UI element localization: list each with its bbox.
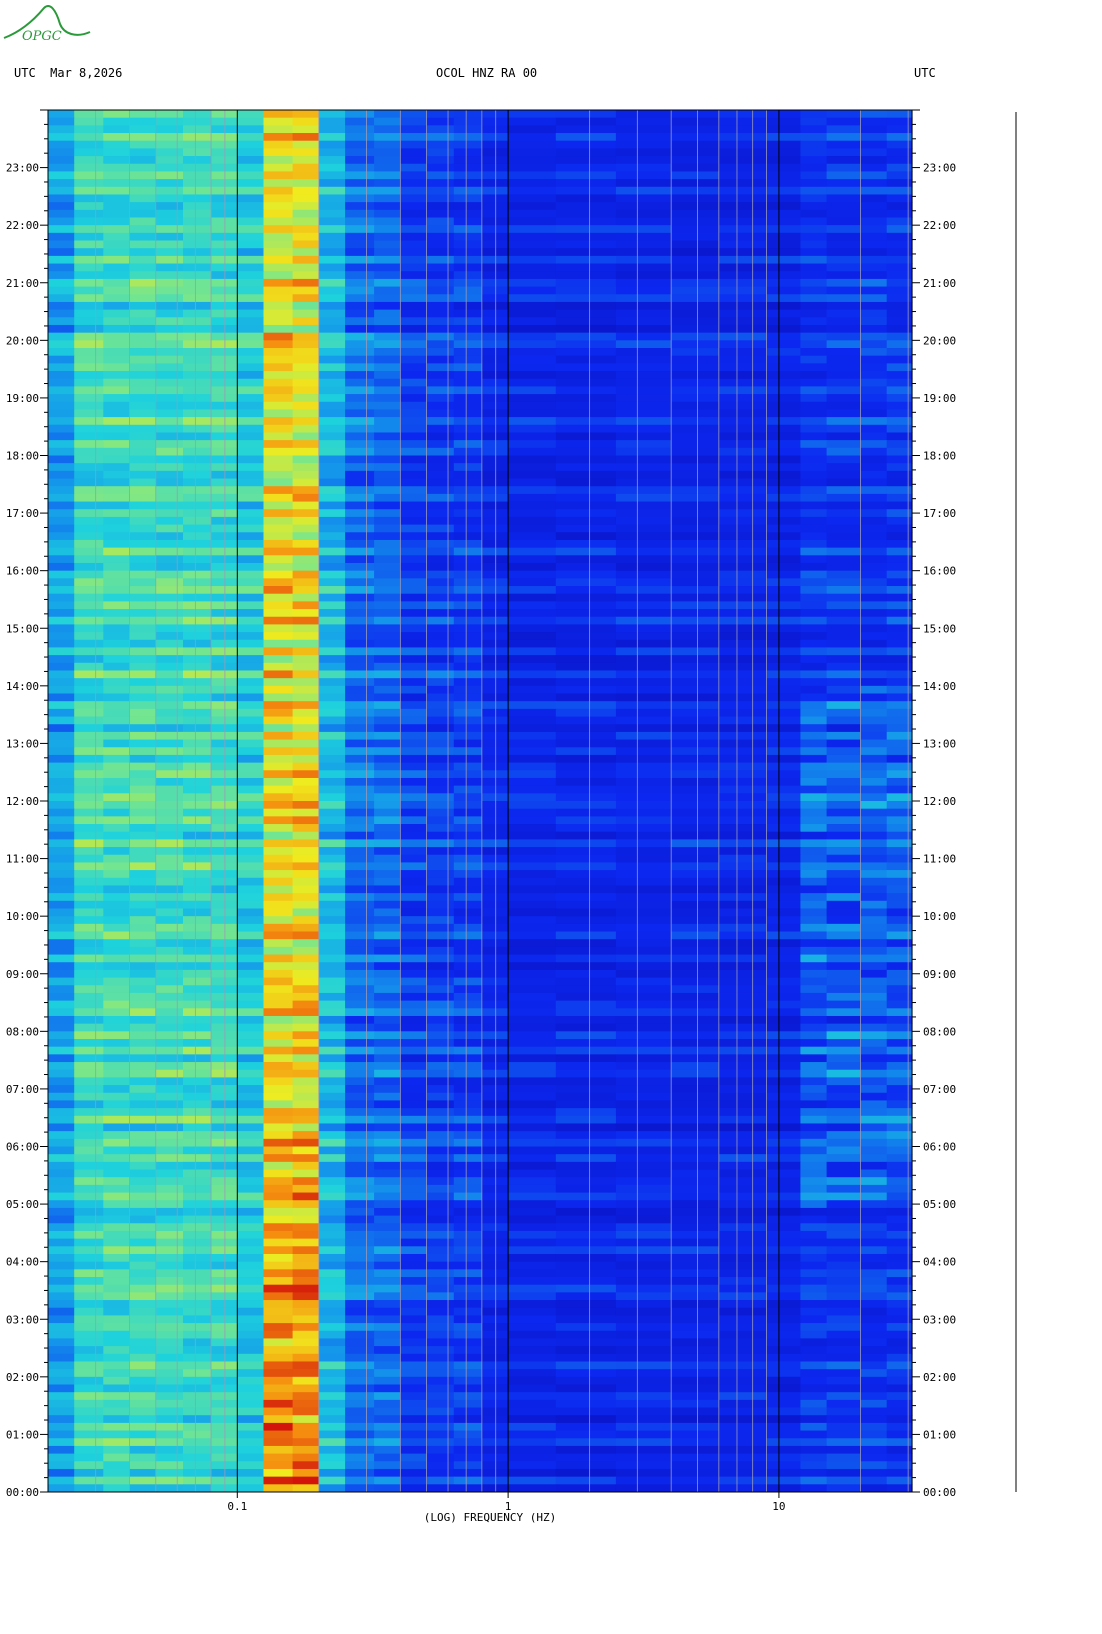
- time-tick-label-right: 00:00: [923, 1486, 956, 1499]
- time-tick-label-left: 06:00: [6, 1141, 39, 1154]
- time-tick-label-left: 13:00: [6, 737, 39, 750]
- time-tick-label-left: 16:00: [6, 565, 39, 578]
- time-tick-label-right: 03:00: [923, 1313, 956, 1326]
- time-tick-label-right: 08:00: [923, 1025, 956, 1038]
- time-tick-label-right: 02:00: [923, 1371, 956, 1384]
- time-tick-label-right: 06:00: [923, 1141, 956, 1154]
- time-tick-label-right: 16:00: [923, 565, 956, 578]
- time-tick-label-left: 02:00: [6, 1371, 39, 1384]
- frequency-tick-label: 0.1: [227, 1500, 247, 1513]
- time-tick-label-right: 01:00: [923, 1428, 956, 1441]
- time-tick-label-right: 04:00: [923, 1256, 956, 1269]
- time-tick-label-right: 13:00: [923, 737, 956, 750]
- time-tick-label-right: 14:00: [923, 680, 956, 693]
- time-tick-label-right: 11:00: [923, 853, 956, 866]
- logo-text: OPGC: [22, 29, 62, 44]
- time-tick-label-right: 10:00: [923, 910, 956, 923]
- header-right-label: UTC: [914, 66, 936, 80]
- frequency-gridlines: [95, 110, 909, 1492]
- time-tick-label-right: 12:00: [923, 795, 956, 808]
- time-tick-label-right: 07:00: [923, 1083, 956, 1096]
- time-tick-label-left: 19:00: [6, 392, 39, 405]
- time-tick-label-left: 01:00: [6, 1428, 39, 1441]
- time-tick-label-left: 05:00: [6, 1198, 39, 1211]
- header-left-label: UTC Mar 8,2026: [14, 66, 123, 80]
- time-tick-label-right: 23:00: [923, 162, 956, 175]
- time-tick-label-left: 04:00: [6, 1256, 39, 1269]
- time-tick-label-left: 18:00: [6, 450, 39, 463]
- time-tick-label-left: 21:00: [6, 277, 39, 290]
- time-tick-label-left: 10:00: [6, 910, 39, 923]
- logo-swoosh: [3, 5, 91, 39]
- time-tick-label-right: 21:00: [923, 277, 956, 290]
- time-tick-label-left: 09:00: [6, 968, 39, 981]
- time-tick-label-right: 05:00: [923, 1198, 956, 1211]
- time-tick-label-right: 19:00: [923, 392, 956, 405]
- time-axis: 00:00 00:00 01:00 01:00 02:00 02:00 03:00 03:00…: [6, 109, 956, 1499]
- time-tick-label-left: 17:00: [6, 507, 39, 520]
- time-tick-label-right: 17:00: [923, 507, 956, 520]
- time-tick-label-left: 08:00: [6, 1025, 39, 1038]
- time-tick-label-left: 12:00: [6, 795, 39, 808]
- time-tick-label-left: 00:00: [6, 1486, 39, 1499]
- frequency-tick-label: 1: [505, 1500, 512, 1513]
- frequency-tick-label: 10: [772, 1500, 785, 1513]
- time-tick-label-right: 15:00: [923, 622, 956, 635]
- time-tick-label-left: 11:00: [6, 853, 39, 866]
- time-tick-label-left: 23:00: [6, 162, 39, 175]
- time-tick-label-left: 20:00: [6, 334, 39, 347]
- frequency-axis: 0.1 1 10: [227, 1492, 786, 1513]
- time-tick-label-left: 15:00: [6, 622, 39, 635]
- time-tick-label-right: 09:00: [923, 968, 956, 981]
- opgc-logo: OPGC: [3, 5, 91, 44]
- header-station-label: OCOL HNZ RA 00: [436, 66, 538, 80]
- time-tick-label-left: 14:00: [6, 680, 39, 693]
- x-axis-label: (LOG) FREQUENCY (HZ): [424, 1511, 556, 1524]
- time-tick-label-left: 07:00: [6, 1083, 39, 1096]
- time-tick-label-left: 22:00: [6, 219, 39, 232]
- time-tick-label-right: 22:00: [923, 219, 956, 232]
- time-tick-label-right: 20:00: [923, 334, 956, 347]
- time-tick-label-left: 03:00: [6, 1313, 39, 1326]
- spectrogram-heatmap: [48, 110, 913, 1493]
- time-tick-label-right: 18:00: [923, 450, 956, 463]
